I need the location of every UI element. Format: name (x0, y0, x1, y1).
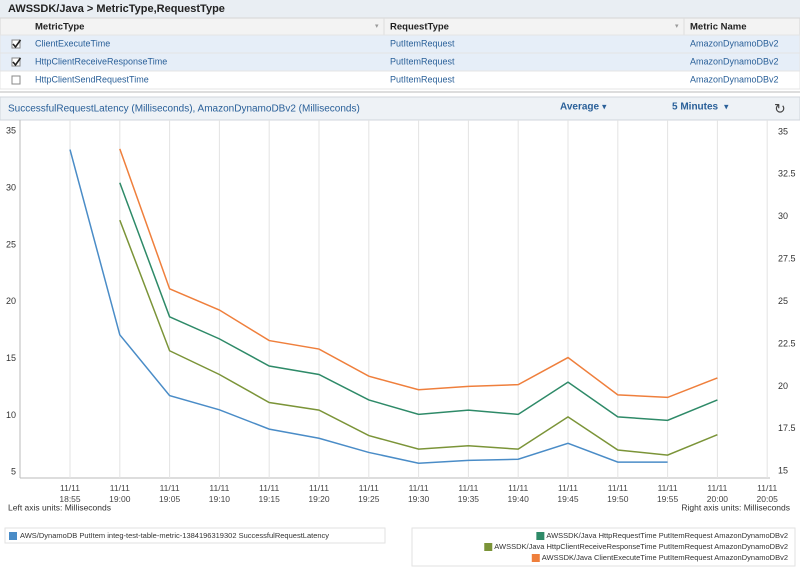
x-tick-label: 11/11 20:05 (750, 483, 784, 505)
y-tick-label: 15 (6, 353, 16, 363)
x-tick-label: 11/11 19:25 (352, 483, 386, 505)
svg-text:▾: ▾ (675, 23, 679, 30)
refresh-button[interactable]: ↻ (774, 101, 786, 117)
cell: AmazonDynamoDBv2 (690, 38, 779, 48)
x-tick-label: 11/11 19:00 (103, 483, 137, 505)
y2-tick-label: 35 (778, 126, 788, 136)
column-header: RequestType (390, 22, 449, 33)
x-tick-label: 11/11 19:20 (302, 483, 336, 505)
y-tick-label: 30 (6, 183, 16, 193)
y2-tick-label: 27.5 (778, 254, 796, 264)
legend-label: AWS/DynamoDB PutItem integ-test-table-me… (20, 531, 329, 540)
x-tick-label: 11/11 19:45 (551, 483, 585, 505)
cell: HttpClientSendRequestTime (35, 74, 149, 84)
svg-text:▾: ▾ (375, 23, 379, 30)
svg-text:▾: ▾ (724, 101, 729, 111)
legend-label: AWSSDK/Java ClientExecuteTime PutItemReq… (542, 553, 788, 562)
y2-tick-label: 20 (778, 381, 788, 391)
cell: PutItemRequest (390, 74, 455, 84)
y2-tick-label: 15 (778, 466, 788, 476)
svg-text:▾: ▾ (602, 101, 607, 111)
cell: PutItemRequest (390, 38, 455, 48)
cell: AmazonDynamoDBv2 (690, 56, 779, 66)
y-tick-label: 35 (6, 126, 16, 136)
column-header: MetricType (35, 22, 84, 33)
breadcrumb[interactable]: AWSSDK/Java > MetricType,RequestType (8, 3, 225, 15)
x-tick-label: 11/11 20:00 (700, 483, 734, 505)
cell: PutItemRequest (390, 56, 455, 66)
period-select[interactable]: 5 Minutes (672, 102, 719, 113)
y2-tick-label: 17.5 (778, 423, 796, 433)
row-checkbox[interactable] (12, 76, 20, 84)
y2-tick-label: 25 (778, 296, 788, 306)
x-tick-label: 11/11 19:30 (402, 483, 436, 505)
x-tick-label: 11/11 19:50 (601, 483, 635, 505)
chart-title: SuccessfulRequestLatency (Milliseconds),… (8, 104, 360, 115)
cell: ClientExecuteTime (35, 38, 110, 48)
cell: HttpClientReceiveResponseTime (35, 56, 167, 66)
y-tick-label: 10 (6, 410, 16, 420)
y2-tick-label: 22.5 (778, 338, 796, 348)
x-tick-label: 11/11 19:15 (252, 483, 286, 505)
legend-swatch (9, 532, 17, 540)
legend-swatch (484, 543, 492, 551)
legend-swatch (532, 554, 540, 562)
y2-tick-label: 32.5 (778, 169, 796, 179)
x-tick-label: 11/11 19:10 (202, 483, 236, 505)
y-tick-label: 20 (6, 296, 16, 306)
column-header: Metric Name (690, 22, 747, 33)
statistic-select[interactable]: Average (560, 102, 600, 113)
y-tick-label: 5 (11, 467, 16, 477)
cell: AmazonDynamoDBv2 (690, 74, 779, 84)
x-tick-label: 11/11 19:55 (651, 483, 685, 505)
x-tick-label: 11/11 19:40 (501, 483, 535, 505)
legend-swatch (536, 532, 544, 540)
x-tick-label: 11/11 18:55 (53, 483, 87, 505)
legend-label: AWSSDK/Java HttpRequestTime PutItemReque… (546, 531, 788, 540)
legend-label: AWSSDK/Java HttpClientReceiveResponseTim… (494, 542, 788, 551)
x-tick-label: 11/11 19:35 (451, 483, 485, 505)
x-tick-label: 11/11 19:05 (153, 483, 187, 505)
y-tick-label: 25 (6, 239, 16, 249)
y2-tick-label: 30 (778, 211, 788, 221)
